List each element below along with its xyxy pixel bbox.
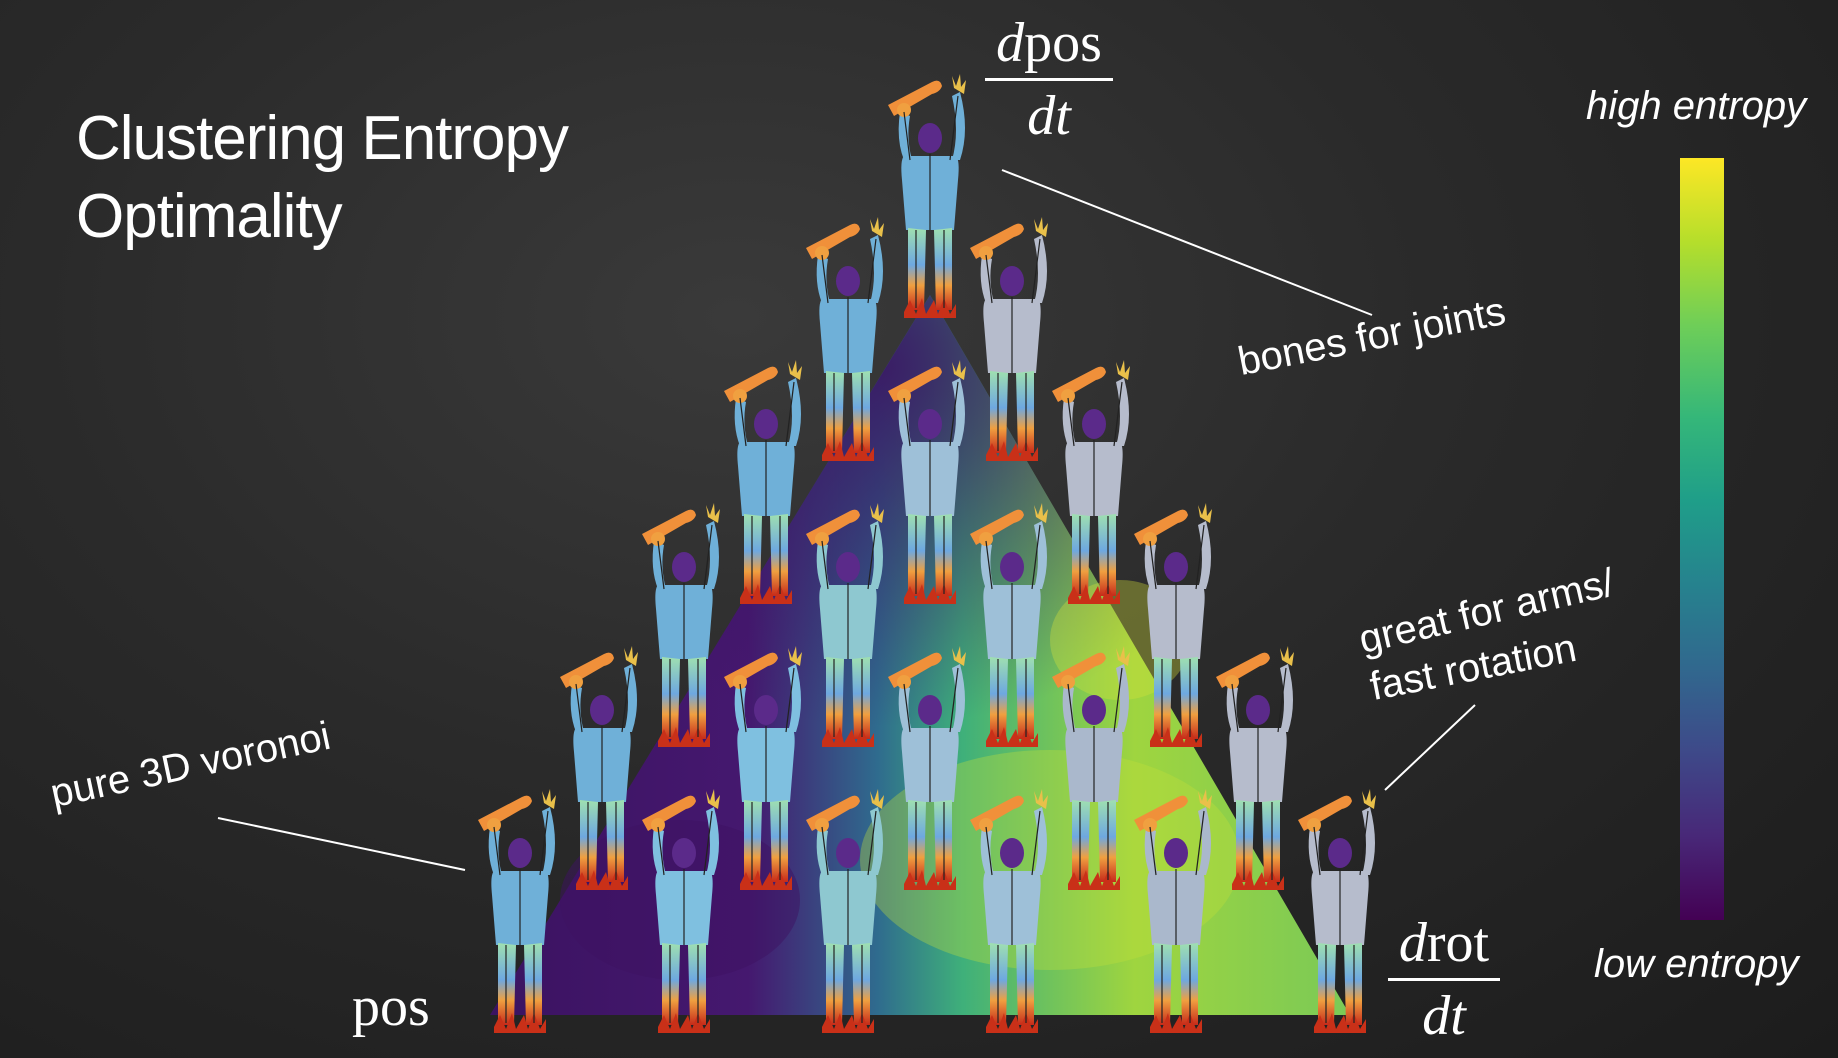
right-annotation-line (1384, 704, 1476, 791)
top-vertex-label: dpos dt (985, 12, 1113, 147)
entropy-triangle (490, 295, 1350, 1015)
colorbar-bottom-label: low entropy (1594, 942, 1799, 986)
br-num-d: d (1398, 912, 1427, 974)
entropy-colorbar (1680, 158, 1724, 920)
bottom-right-vertex-label: drot dt (1388, 912, 1500, 1047)
top-num-d: d (996, 12, 1025, 74)
br-den: dt (1422, 985, 1466, 1047)
top-num: pos (1024, 12, 1102, 74)
top-den: dt (1027, 85, 1071, 147)
page-title: Clustering Entropy Optimality (76, 100, 569, 256)
colorbar-top-label: high entropy (1586, 84, 1807, 128)
left-annotation-line (217, 817, 466, 871)
title-line-1: Clustering Entropy (76, 104, 569, 173)
figure-r0-c0 (887, 73, 967, 319)
title-line-2: Optimality (76, 182, 343, 251)
top-annotation-line (1001, 169, 1373, 316)
bottom-left-vertex-label: pos (352, 976, 430, 1038)
br-num: rot (1426, 912, 1490, 974)
